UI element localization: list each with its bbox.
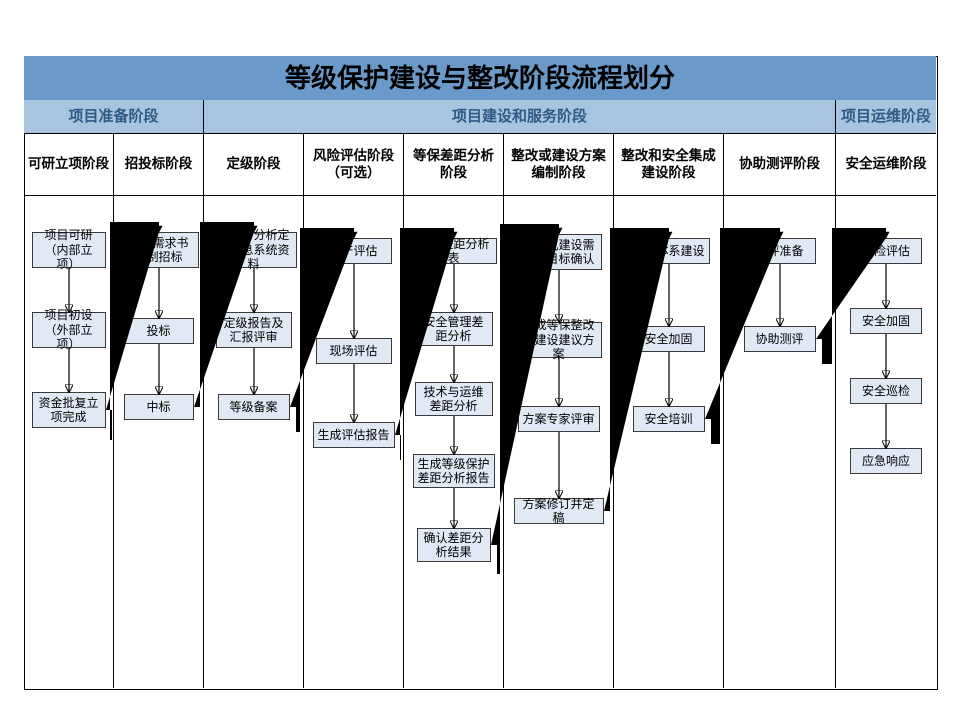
column-header: 等保差距分析阶段 xyxy=(404,134,503,196)
phase-header: 项目准备阶段 xyxy=(24,100,204,134)
column-header: 定级阶段 xyxy=(204,134,303,196)
column-header: 整改或建设方案编制阶段 xyxy=(504,134,613,196)
cross-connector xyxy=(604,228,669,536)
column-header: 可研立项阶段 xyxy=(24,134,113,196)
cross-connector xyxy=(491,224,559,574)
column-header: 整改和安全集成建设阶段 xyxy=(614,134,723,196)
cross-connectors xyxy=(24,196,936,688)
column-header: 风险评估阶段（可选） xyxy=(304,134,403,196)
phase-header: 项目运维阶段 xyxy=(836,100,936,134)
phase-header: 项目建设和服务阶段 xyxy=(204,100,836,134)
cross-connector xyxy=(395,228,454,460)
diagram-title: 等级保护建设与整改阶段流程划分 xyxy=(24,56,936,101)
column-header: 招投标阶段 xyxy=(114,134,203,196)
cross-connector xyxy=(816,228,886,364)
column-header: 协助测评阶段 xyxy=(724,134,835,196)
phase-header-row: 项目准备阶段项目建设和服务阶段项目运维阶段 xyxy=(24,100,936,134)
cross-connector xyxy=(106,222,159,440)
cross-connector xyxy=(705,228,780,444)
cross-connector xyxy=(194,222,254,432)
column-header: 安全运维阶段 xyxy=(836,134,936,196)
cross-connector xyxy=(290,228,354,432)
